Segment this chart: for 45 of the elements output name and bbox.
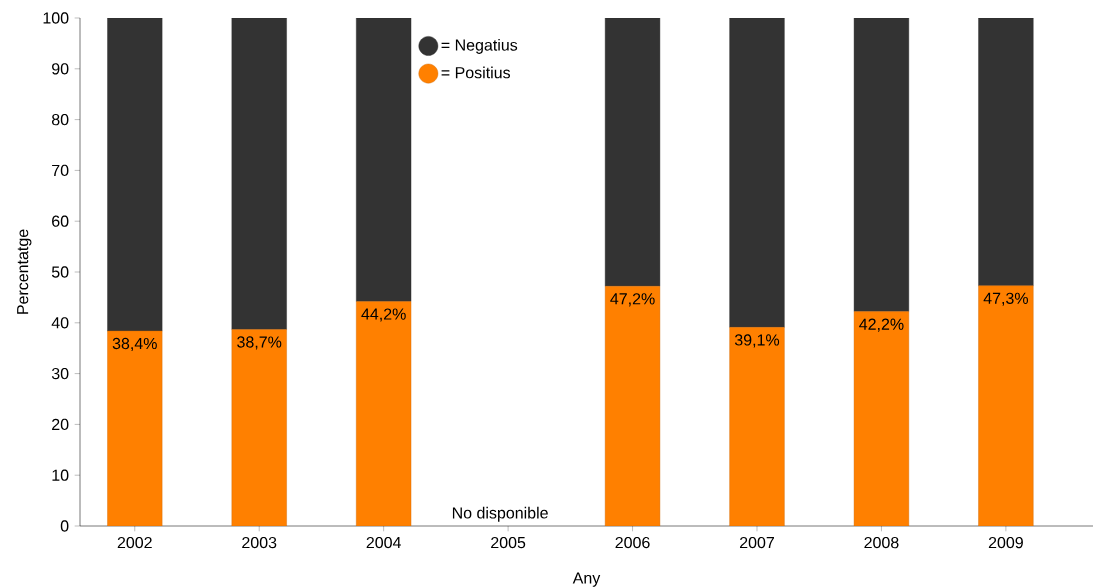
data-label: 47,2% bbox=[610, 293, 655, 307]
y-tick-label: 10 bbox=[52, 469, 69, 481]
data-label: 39,1% bbox=[734, 334, 780, 348]
bar bbox=[231, 18, 287, 330]
y-tick-label: 40 bbox=[51, 317, 69, 329]
x-tick-label: 2002 bbox=[117, 536, 152, 549]
y-tick-label: 0 bbox=[60, 520, 69, 532]
y-tick-label: 80 bbox=[51, 113, 69, 126]
x-tick-label: 2009 bbox=[988, 536, 1023, 549]
y-axis-title: Percentatge bbox=[17, 229, 32, 314]
x-tick-label: 2004 bbox=[366, 536, 401, 549]
y-tick-label: 30 bbox=[51, 367, 69, 380]
y-tick-label: 70 bbox=[52, 164, 69, 177]
x-axis-title: Any bbox=[572, 572, 601, 587]
x-tick-label: 2005 bbox=[491, 536, 526, 549]
data-label: 38,7% bbox=[237, 336, 282, 350]
bar bbox=[356, 18, 412, 302]
data-label: 42,2% bbox=[859, 318, 904, 332]
bar bbox=[604, 18, 661, 287]
bar bbox=[356, 301, 412, 526]
bar bbox=[853, 311, 910, 526]
bar bbox=[978, 18, 1034, 286]
bar bbox=[853, 18, 910, 312]
legend-label: = Negatius bbox=[441, 38, 518, 54]
data-label: 47,3% bbox=[983, 292, 1028, 306]
data-label: 38,4% bbox=[112, 337, 157, 352]
x-tick-label: 2007 bbox=[739, 536, 774, 549]
y-tick-label: 60 bbox=[52, 215, 69, 227]
y-tick-label: 50 bbox=[51, 266, 69, 278]
y-tick-label: 100 bbox=[43, 12, 69, 24]
annotation: No disponible bbox=[452, 506, 548, 522]
bar bbox=[729, 327, 785, 526]
bar bbox=[231, 329, 287, 526]
x-tick-label: 2003 bbox=[242, 536, 277, 549]
y-tick-label: 20 bbox=[52, 418, 69, 431]
data-label: 44,2% bbox=[361, 308, 406, 322]
bar bbox=[729, 18, 785, 328]
x-tick-label: 2008 bbox=[864, 536, 899, 549]
bar bbox=[604, 286, 661, 526]
legend-label: = Positius bbox=[441, 66, 511, 79]
bar bbox=[107, 18, 163, 332]
bar bbox=[107, 330, 163, 526]
bar bbox=[978, 285, 1034, 526]
x-tick-label: 2006 bbox=[615, 536, 650, 549]
y-tick-label: 90 bbox=[52, 63, 69, 75]
